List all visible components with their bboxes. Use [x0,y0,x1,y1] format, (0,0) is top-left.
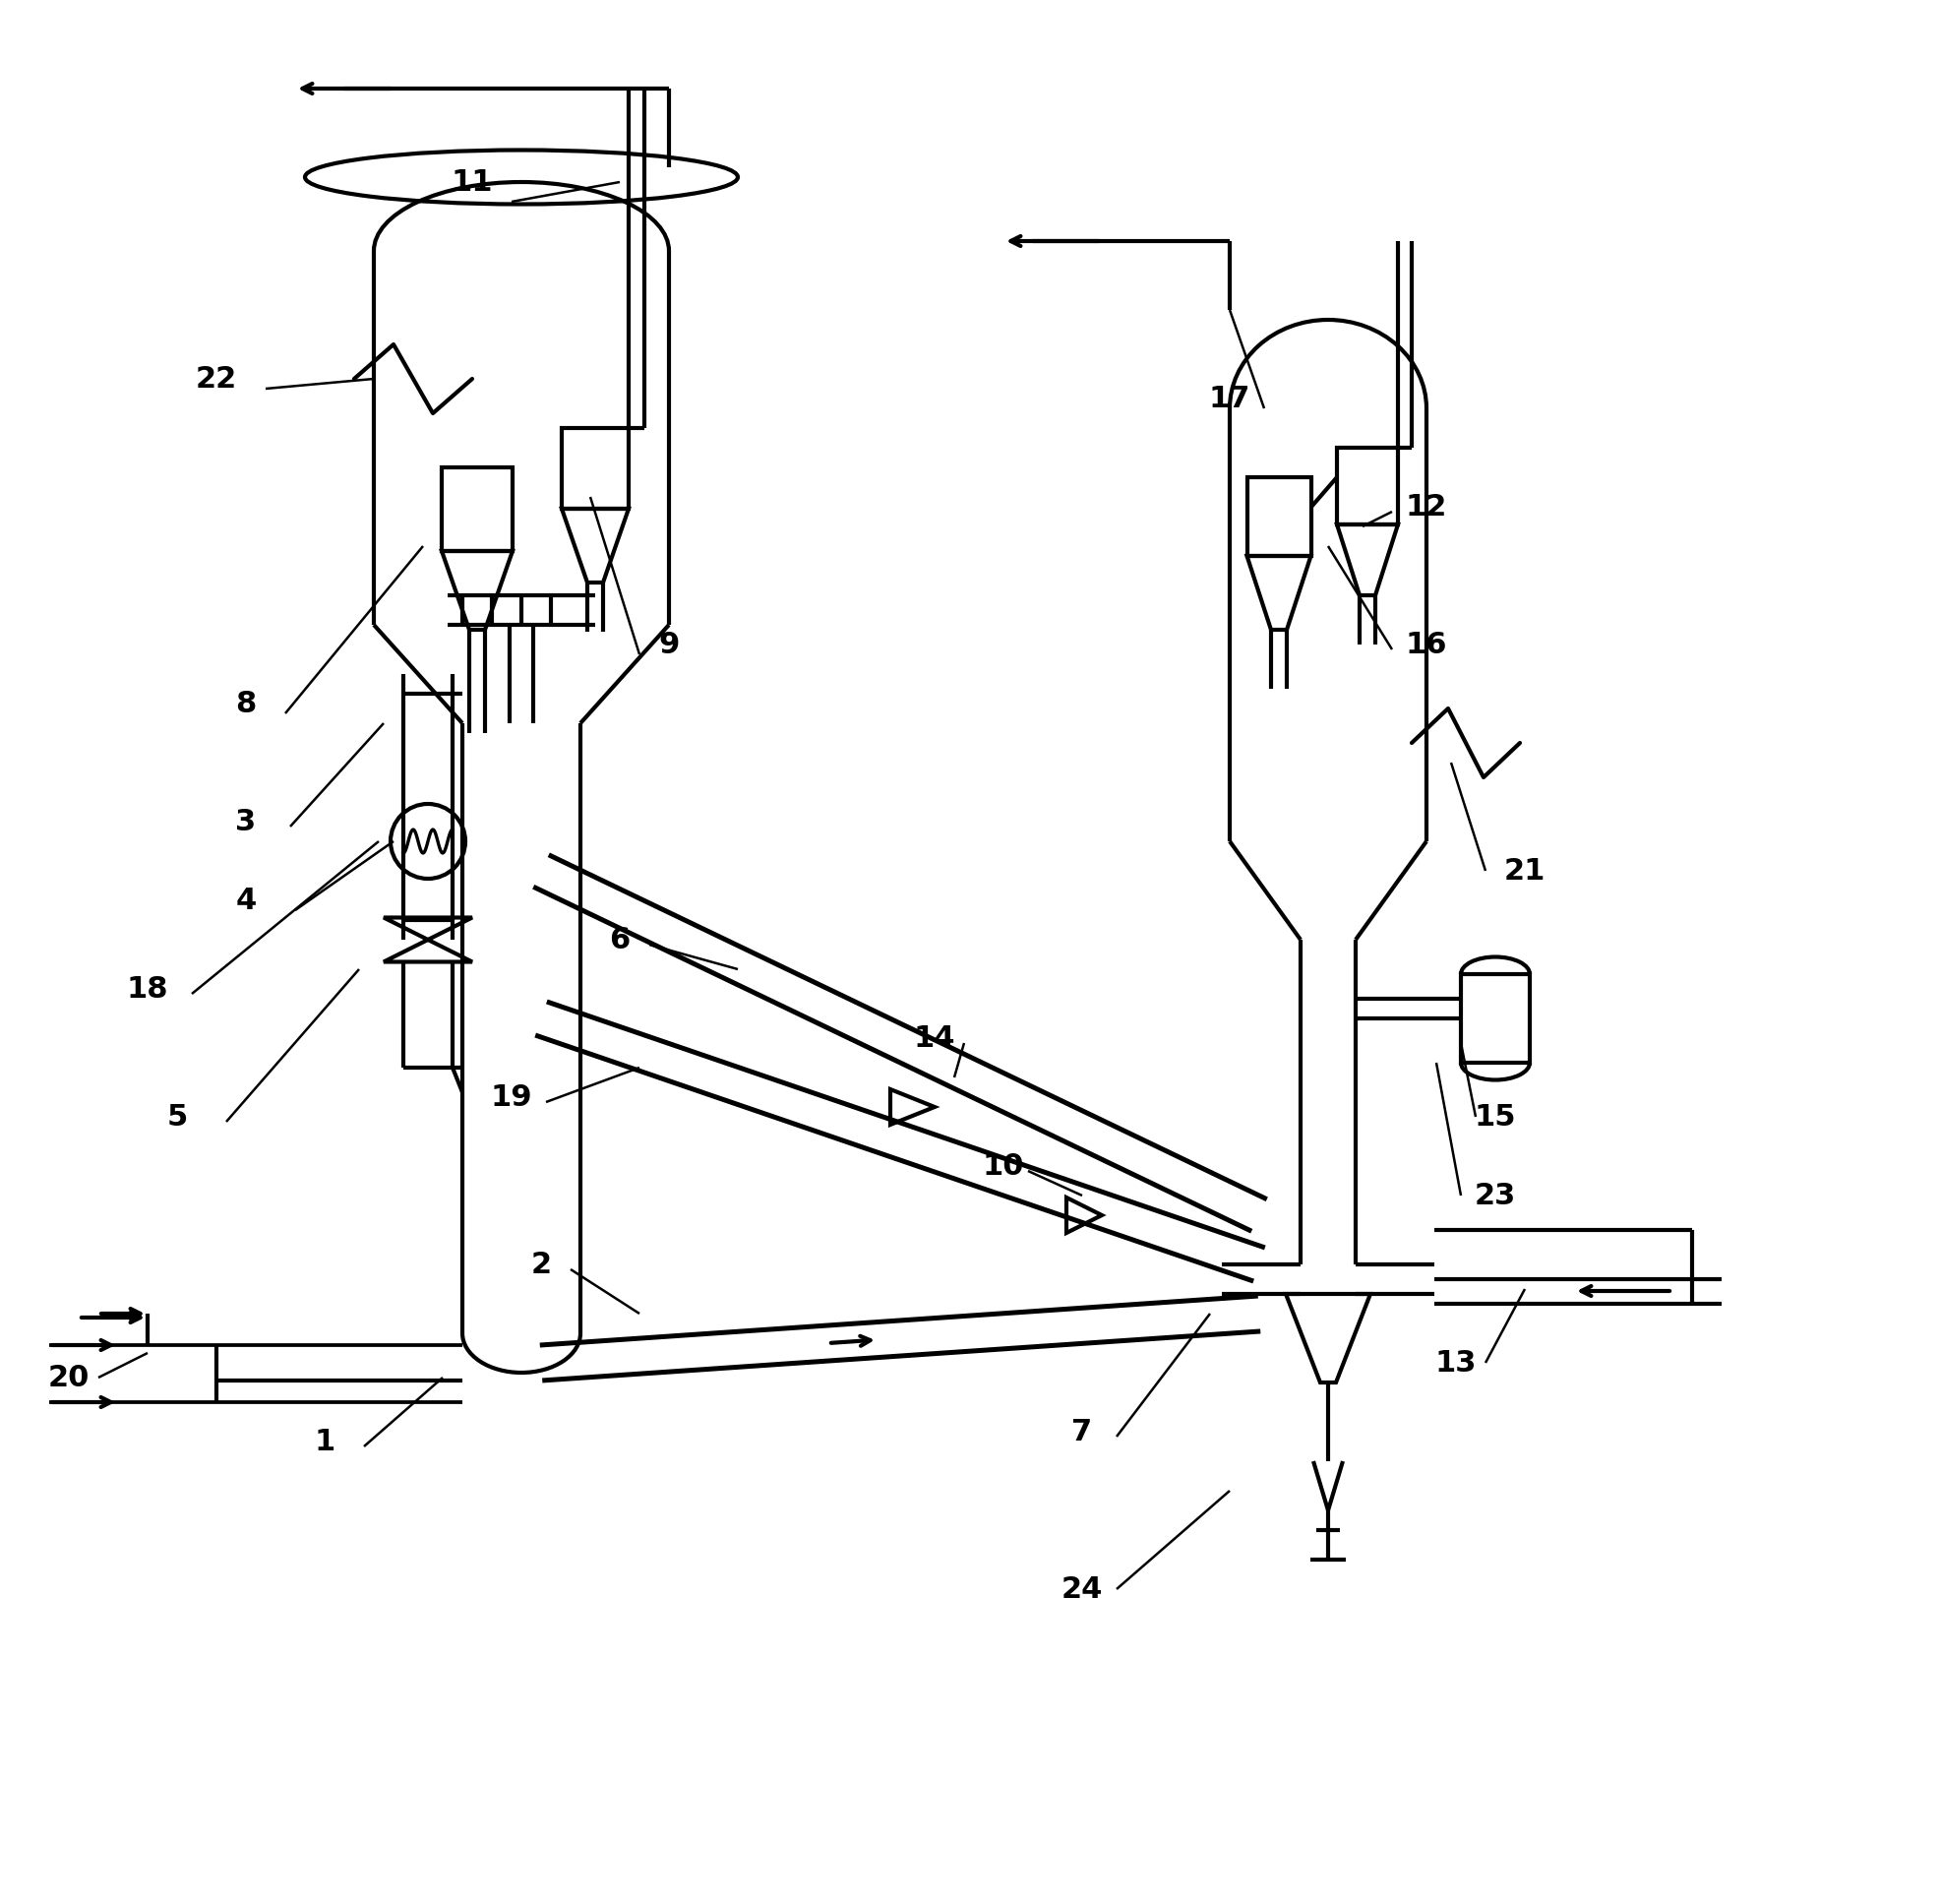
Bar [563,428,629,508]
Text: 22: 22 [196,364,237,392]
Text: 7: 7 [1071,1417,1092,1445]
Text: 15: 15 [1474,1102,1517,1131]
Bar [1247,478,1311,556]
Text: 11: 11 [452,168,493,196]
Text: 13: 13 [1436,1348,1476,1377]
Text: 19: 19 [491,1083,532,1112]
Text: 6: 6 [609,925,630,954]
Text: 21: 21 [1504,857,1546,885]
Bar [442,466,512,550]
Text: 3: 3 [235,807,256,836]
Text: 2: 2 [532,1251,551,1279]
Text: 24: 24 [1061,1575,1104,1603]
Text: 14: 14 [914,1024,956,1053]
Bar [1337,447,1399,524]
Text: 18: 18 [126,975,169,1003]
Text: 9: 9 [658,630,679,659]
Text: 4: 4 [235,885,256,914]
Text: 20: 20 [49,1363,89,1392]
Text: 17: 17 [1209,385,1251,413]
Text: 12: 12 [1406,493,1447,522]
Text: 23: 23 [1474,1180,1517,1209]
Text: 8: 8 [235,689,256,718]
Bar [1461,975,1531,1062]
Text: 5: 5 [167,1102,188,1131]
Text: 16: 16 [1406,630,1447,659]
Text: 10: 10 [982,1152,1024,1180]
Text: 1: 1 [314,1428,336,1457]
